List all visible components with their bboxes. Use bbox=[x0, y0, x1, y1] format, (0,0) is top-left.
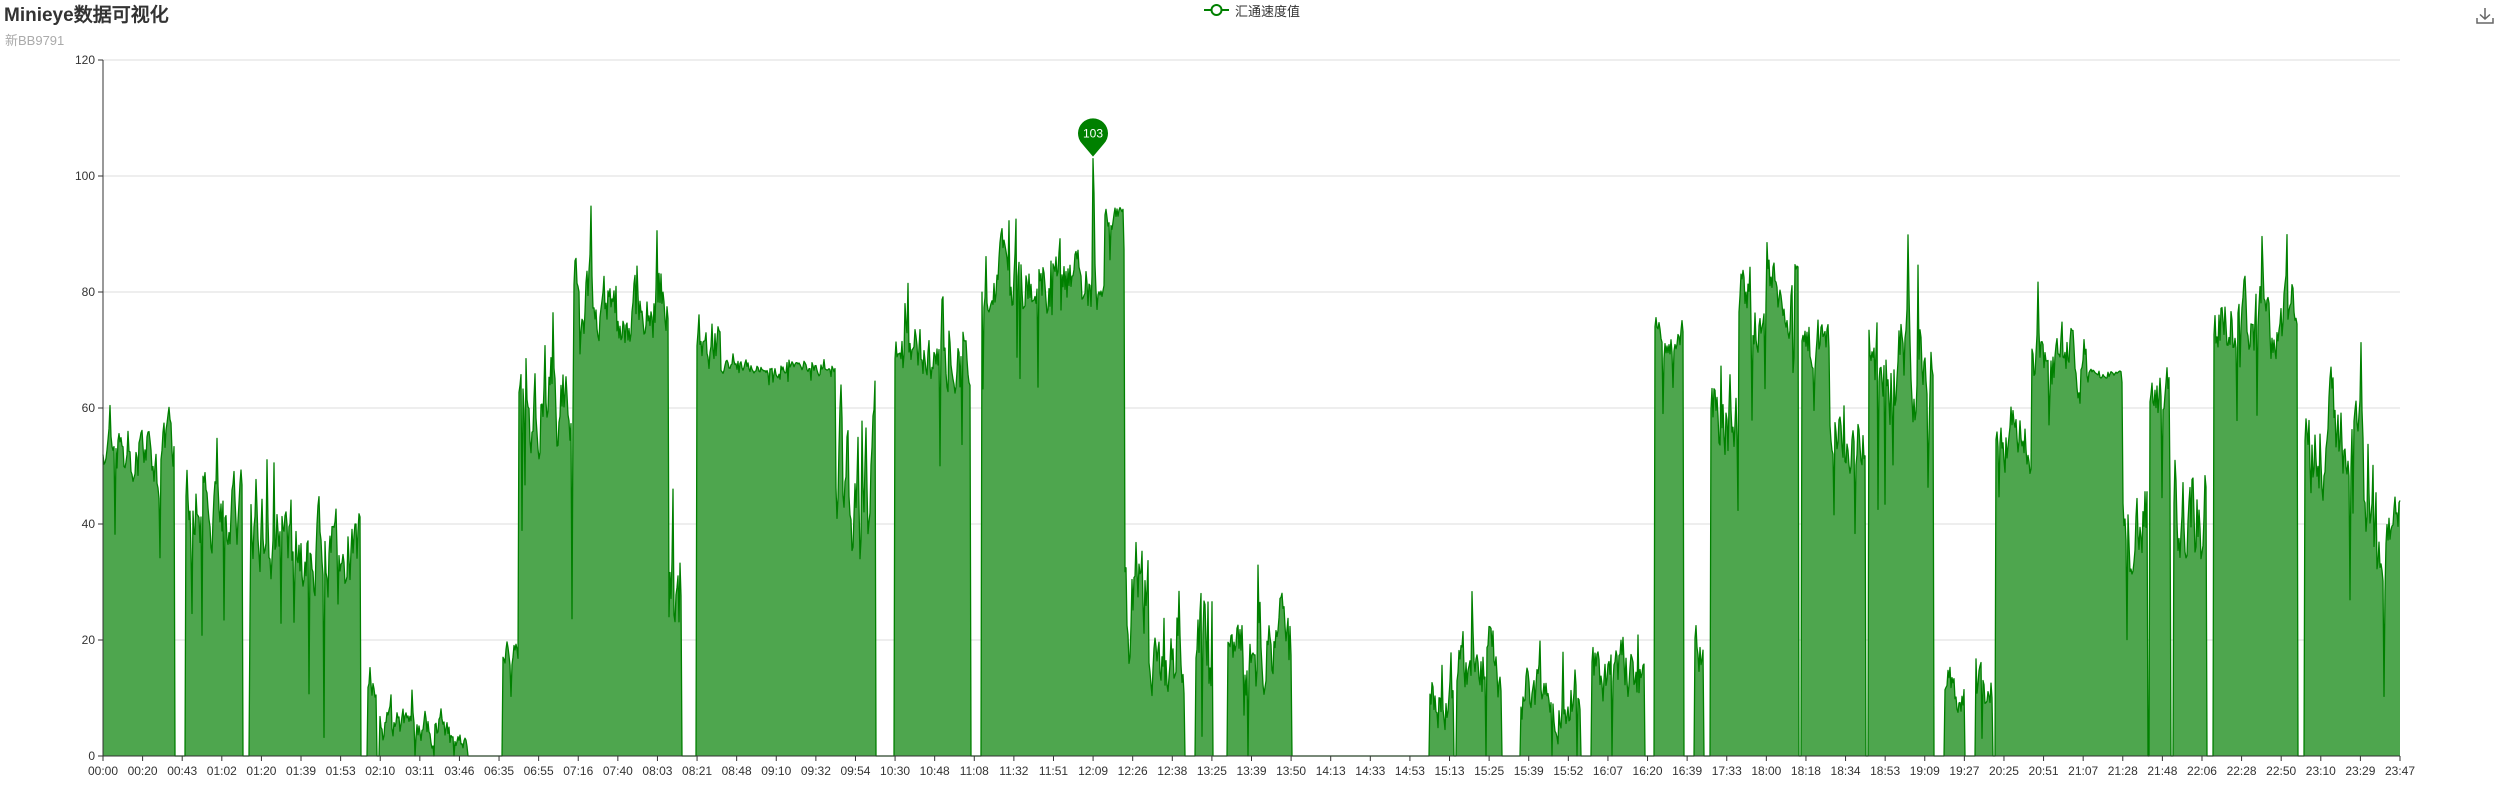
x-tick-label: 10:48 bbox=[920, 764, 950, 778]
x-tick-label: 00:43 bbox=[167, 764, 197, 778]
x-tick-label: 23:47 bbox=[2385, 764, 2415, 778]
x-tick-label: 03:11 bbox=[405, 764, 434, 778]
x-tick-label: 16:20 bbox=[1633, 764, 1663, 778]
x-tick-label: 01:20 bbox=[246, 764, 276, 778]
x-tick-label: 15:13 bbox=[1435, 764, 1465, 778]
x-tick-label: 09:54 bbox=[840, 764, 870, 778]
x-tick-label: 23:10 bbox=[2306, 764, 2336, 778]
x-tick-label: 11:08 bbox=[960, 764, 989, 778]
x-tick-label: 18:34 bbox=[1831, 764, 1861, 778]
x-tick-label: 13:25 bbox=[1197, 764, 1227, 778]
x-tick-label: 19:27 bbox=[1949, 764, 1979, 778]
chart-title: Minieye数据可视化 bbox=[4, 5, 169, 26]
max-marker-label: 103 bbox=[1083, 127, 1103, 141]
max-marker: 103 bbox=[1078, 118, 1108, 157]
x-tick-label: 13:39 bbox=[1236, 764, 1266, 778]
x-tick-label: 22:28 bbox=[2227, 764, 2257, 778]
y-tick-label: 80 bbox=[82, 285, 96, 299]
y-tick-label: 40 bbox=[82, 517, 96, 531]
x-tick-label: 09:32 bbox=[801, 764, 831, 778]
x-tick-label: 00:00 bbox=[88, 764, 118, 778]
y-tick-label: 120 bbox=[75, 53, 95, 67]
x-tick-label: 01:02 bbox=[207, 764, 237, 778]
x-tick-label: 13:50 bbox=[1276, 764, 1306, 778]
y-tick-label: 100 bbox=[75, 169, 95, 183]
x-tick-label: 12:09 bbox=[1078, 764, 1108, 778]
x-tick-label: 15:39 bbox=[1514, 764, 1544, 778]
x-tick-label: 18:00 bbox=[1751, 764, 1781, 778]
x-tick-label: 22:06 bbox=[2187, 764, 2217, 778]
y-tick-label: 20 bbox=[82, 633, 96, 647]
x-tick-label: 08:48 bbox=[722, 764, 752, 778]
x-tick-label: 06:55 bbox=[524, 764, 554, 778]
x-tick-label: 03:46 bbox=[444, 764, 474, 778]
x-tick-label: 11:51 bbox=[1039, 764, 1068, 778]
download-icon[interactable] bbox=[2475, 6, 2495, 26]
series-area-fill bbox=[103, 158, 2400, 757]
x-tick-label: 21:07 bbox=[2068, 764, 2098, 778]
max-marker-pin bbox=[1078, 118, 1108, 157]
x-tick-label: 08:21 bbox=[682, 764, 712, 778]
chart-subtitle: 新BB9791 bbox=[5, 33, 65, 48]
x-tick-label: 14:13 bbox=[1316, 764, 1346, 778]
x-tick-label: 11:32 bbox=[999, 764, 1028, 778]
x-tick-label: 07:40 bbox=[603, 764, 633, 778]
x-tick-label: 08:03 bbox=[642, 764, 672, 778]
x-tick-label: 01:39 bbox=[286, 764, 316, 778]
x-tick-label: 12:38 bbox=[1157, 764, 1187, 778]
x-tick-label: 21:48 bbox=[2147, 764, 2177, 778]
x-tick-label: 06:35 bbox=[484, 764, 514, 778]
legend-item[interactable]: 汇通速度值 bbox=[1204, 2, 1301, 19]
x-tick-label: 02:10 bbox=[365, 764, 395, 778]
series-area bbox=[102, 157, 2401, 757]
legend-marker-icon bbox=[1204, 4, 1229, 16]
x-tick-label: 16:39 bbox=[1672, 764, 1702, 778]
x-tick-label: 22:50 bbox=[2266, 764, 2296, 778]
x-tick-label: 14:53 bbox=[1395, 764, 1425, 778]
axes: 0 20 40 60 80 100 120 00:00 00:20 00:43 01:02 01:20… bbox=[75, 53, 2415, 778]
x-tick-label: 20:25 bbox=[1989, 764, 2019, 778]
x-tick-label: 15:25 bbox=[1474, 764, 1504, 778]
x-tick-label: 07:16 bbox=[563, 764, 593, 778]
x-tick-label: 09:10 bbox=[761, 764, 791, 778]
x-tick-label: 21:28 bbox=[2108, 764, 2138, 778]
y-tick-label: 0 bbox=[88, 749, 95, 763]
legend-label: 汇通速度值 bbox=[1235, 3, 1301, 19]
x-tick-label: 20:51 bbox=[2029, 764, 2059, 778]
y-tick-label: 60 bbox=[82, 401, 96, 415]
x-tick-label: 18:18 bbox=[1791, 764, 1821, 778]
x-tick-label: 00:20 bbox=[128, 764, 158, 778]
x-tick-label: 15:52 bbox=[1553, 764, 1583, 778]
x-tick-label: 01:53 bbox=[326, 764, 356, 778]
x-tick-label: 10:30 bbox=[880, 764, 910, 778]
x-tick-label: 19:09 bbox=[1910, 764, 1940, 778]
x-tick-label: 12:26 bbox=[1118, 764, 1148, 778]
x-tick-label: 16:07 bbox=[1593, 764, 1623, 778]
x-tick-label: 14:33 bbox=[1355, 764, 1385, 778]
x-tick-label: 17:33 bbox=[1712, 764, 1742, 778]
x-tick-label: 18:53 bbox=[1870, 764, 1900, 778]
x-tick-label: 23:29 bbox=[2345, 764, 2375, 778]
